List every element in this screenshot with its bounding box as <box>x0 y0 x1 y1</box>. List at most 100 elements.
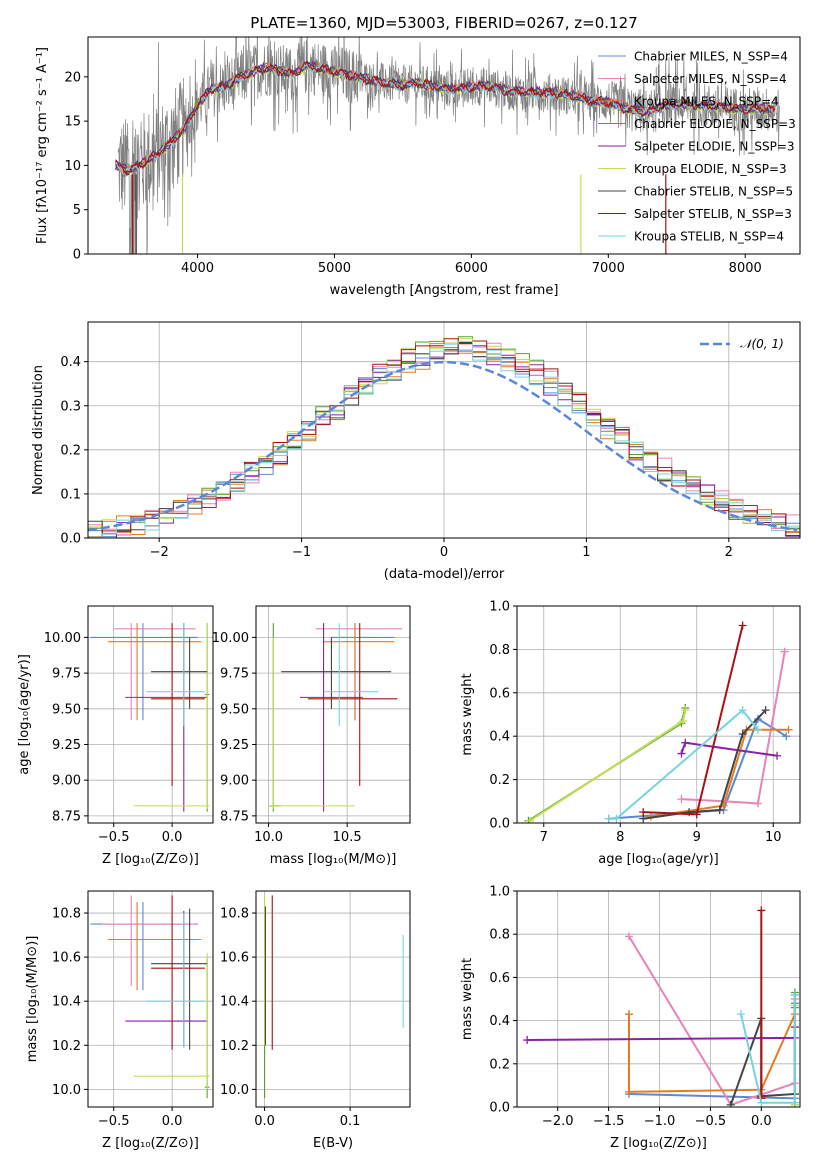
plus-marker <box>790 1098 799 1107</box>
series-salpeter-elodie <box>677 738 782 760</box>
y-tick-label: 0.2 <box>489 1057 510 1072</box>
errorbar-kroupa-elodie <box>133 952 210 1090</box>
plot-area <box>268 623 403 812</box>
y-tick-label: 0.0 <box>60 532 81 547</box>
legend-entry-salpeter-miles: Salpeter MILES, N_SSP=4 <box>634 72 787 86</box>
y-tick-label: 9.25 <box>52 738 81 753</box>
errorbar-kroupa-miles <box>107 623 202 721</box>
axes-frame <box>87 36 801 255</box>
y-tick-label: 9.75 <box>52 667 81 682</box>
normal-curve <box>88 360 798 532</box>
legend-entry-salpeter-stelib: Salpeter STELIB, N_SSP=3 <box>634 207 792 221</box>
y-tick-label: 0.2 <box>489 773 510 788</box>
plus-marker <box>604 814 613 823</box>
plot-area <box>88 336 800 538</box>
model-spectrum-salpeter-stelib <box>114 61 776 177</box>
plot-area <box>90 623 210 812</box>
y-tick-label: 0.8 <box>489 928 510 943</box>
y-tick-label: 10.8 <box>220 907 249 922</box>
plus-marker <box>757 1098 766 1107</box>
panel-8: −2.0 −1.5 −1.0 −0.5 0.0 0.0 0.2 0.4 0.6 0.8 1.0 Z [… <box>460 885 801 1151</box>
legend-entry-kroupa-stelib: Kroupa STELIB, N_SSP=4 <box>634 230 784 244</box>
series-salpeter-miles <box>677 647 789 808</box>
errorbar-kroupa-stelib <box>323 623 379 726</box>
plus-marker <box>523 1036 532 1045</box>
plus-marker <box>761 706 770 715</box>
plus-marker <box>692 810 701 819</box>
plus-marker <box>782 732 791 741</box>
y-tick-label: 10.0 <box>220 1083 249 1098</box>
plot-area <box>264 895 404 1101</box>
y-tick-label: 0.4 <box>489 1014 510 1029</box>
y-tick-label: 10.0 <box>52 1083 81 1098</box>
x-tick-label: 7 <box>540 830 548 845</box>
plot-area <box>523 906 799 1107</box>
errorbar-kroupa-elodie <box>268 637 355 809</box>
axes-frame <box>516 605 801 824</box>
axes-frame <box>87 605 214 824</box>
errorbar-chabrier-miles <box>90 902 198 991</box>
errorbar-chabrier-elodie <box>268 623 282 812</box>
panel-2: −2 −1 0 1 2 0.0 0.1 0.2 0.3 0.4 (data-model)/error… <box>31 321 801 582</box>
plus-marker <box>736 1010 745 1019</box>
plot-area <box>90 895 210 1099</box>
x-tick-label: 8000 <box>729 261 762 276</box>
plus-marker <box>678 717 687 726</box>
errorbar-salpeter-stelib <box>307 623 398 786</box>
x-tick-label: 2 <box>725 545 733 560</box>
plus-marker <box>677 749 686 758</box>
y-tick-label: 15 <box>64 115 81 130</box>
panel-3: −0.5 0.0 8.75 9.00 9.25 9.50 9.75 10.00 Z [log₁₀… <box>17 605 214 867</box>
legend-entry-normal: 𝒩(0, 1) <box>740 337 784 351</box>
panel-4: 10.0 10.5 8.75 9.00 9.25 9.50 9.75 10.00 mass [l… <box>212 605 411 867</box>
errorbar-salpeter-elodie <box>125 623 208 812</box>
x-tick-label: 8 <box>616 830 624 845</box>
x-tick-label: 0.1 <box>340 1114 361 1129</box>
y-tick-label: 9.75 <box>220 667 249 682</box>
x-tick-label: 10 <box>765 830 782 845</box>
series-line <box>740 994 796 1104</box>
y-tick-label: 0.2 <box>60 443 81 458</box>
x-tick-label: −2.0 <box>542 1114 574 1129</box>
y-tick-label: 10.2 <box>220 1039 249 1054</box>
y-tick-label: 8.75 <box>52 809 81 824</box>
series-chabrier-miles <box>604 714 791 823</box>
y-tick-label: 10.00 <box>212 631 249 646</box>
y-tick-label: 0.6 <box>489 686 510 701</box>
errorbar-chabrier-stelib <box>151 637 208 709</box>
axes-frame <box>87 890 214 1108</box>
x-tick-label: −0.5 <box>98 830 130 845</box>
plus-marker <box>677 795 686 804</box>
y-tick-label: 10.4 <box>220 995 249 1010</box>
x-tick-label: 0 <box>440 545 448 560</box>
y-axis-label: Flux [fλ10⁻¹⁷ erg cm⁻² s⁻¹ A⁻¹] <box>35 47 50 244</box>
series-kroupa-miles <box>624 1010 799 1096</box>
errorbar-kroupa-stelib <box>146 913 205 1048</box>
errorbar-chabrier-stelib <box>151 908 208 1050</box>
y-tick-label: 9.00 <box>220 774 249 789</box>
series-line <box>650 728 789 818</box>
y-tick-label: 10.4 <box>52 995 81 1010</box>
y-tick-label: 10.6 <box>220 951 249 966</box>
axes-frame <box>255 890 411 1108</box>
x-tick-label: 5000 <box>318 261 351 276</box>
plus-marker <box>681 738 690 747</box>
series-line <box>628 1003 796 1100</box>
y-tick-label: 5 <box>73 203 81 218</box>
errorbar-salpeter-stelib <box>151 623 205 786</box>
series-chabrier-stelib <box>639 706 770 823</box>
x-tick-label: 6000 <box>455 261 488 276</box>
series-chabrier-stelib <box>726 990 799 1107</box>
plus-marker <box>780 647 789 656</box>
y-tick-label: 20 <box>64 70 81 85</box>
y-axis-label: mass [log₁₀(M/M⊙)] <box>25 936 40 1063</box>
series-kroupa-stelib <box>736 990 799 1107</box>
model-spectrum-chabrier-stelib <box>114 60 775 176</box>
x-axis-label: E(B-V) <box>313 1136 353 1151</box>
plus-marker <box>726 1100 735 1107</box>
y-tick-label: 10.6 <box>52 951 81 966</box>
plus-marker <box>624 1087 633 1096</box>
legend-entry-chabrier-elodie: Chabrier ELODIE, N_SSP=3 <box>634 117 796 131</box>
plus-marker <box>784 725 793 734</box>
y-tick-label: 0.8 <box>489 643 510 658</box>
